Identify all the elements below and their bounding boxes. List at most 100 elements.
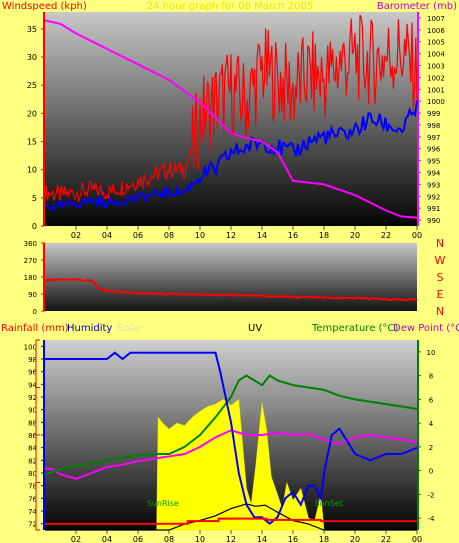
direction-y-tick-label: 180 [24, 274, 37, 282]
wind-gust-line [44, 14, 418, 204]
wind-y-tick-label: 15 [27, 138, 37, 147]
direction-y-tick-label: 90 [28, 291, 37, 299]
solar-area [45, 398, 417, 531]
windspeed-axis-label: Windspeed (kph) [2, 1, 87, 12]
wind-x-tick-label: 14 [257, 231, 267, 240]
compass-label: N [436, 237, 444, 250]
compass-label: W [435, 254, 446, 267]
legend-solar: Solar [117, 323, 143, 334]
compass-label: E [437, 288, 444, 301]
barometer-tick-label: 1005 [427, 39, 445, 47]
temperature-tick-label: 8 [429, 373, 433, 381]
barometer-tick-label: 993 [427, 181, 440, 189]
barometer-tick-label: 1006 [427, 27, 445, 35]
climate-x-tick-label: 20 [350, 535, 360, 543]
wind-y-tick-label: 25 [27, 81, 37, 90]
humidity-tick-label: 88 [28, 419, 37, 427]
direction-y-tick-label: 360 [24, 240, 37, 248]
wind-x-tick-label: 06 [133, 231, 143, 240]
wind-x-tick-label: 08 [164, 231, 174, 240]
legend-humidity: Humidity [67, 323, 112, 334]
climate-x-tick-label: 08 [164, 535, 174, 543]
wind-x-tick-label: 12 [226, 231, 236, 240]
wind-x-tick-label: 10 [195, 231, 205, 240]
barometer-tick-label: 1001 [427, 86, 445, 94]
wind-y-tick-label: 20 [27, 109, 37, 118]
wind-x-tick-label: 00 [412, 231, 422, 240]
humidity-tick-label: 90 [28, 407, 37, 415]
climate-x-tick-label: 14 [257, 535, 267, 543]
humidity-tick-label: 74 [28, 508, 37, 516]
climate-x-tick-label: 04 [102, 535, 112, 543]
barometer-tick-label: 1000 [427, 98, 445, 106]
legend-temperature: Temperature (°C) [311, 323, 398, 334]
humidity-tick-label: 98 [28, 356, 37, 364]
barometer-tick-label: 996 [427, 146, 441, 154]
legend-dew-point: Dew Point (°C) [393, 323, 459, 334]
climate-x-tick-label: 18 [319, 535, 329, 543]
barometer-line [44, 19, 418, 219]
compass-label: S [437, 271, 444, 284]
barometer-tick-label: 994 [427, 170, 441, 178]
humidity-tick-label: 72 [28, 521, 37, 529]
temperature-tick-label: 10 [427, 349, 436, 357]
climate-x-tick-label: 22 [381, 535, 391, 543]
legend-uv: UV [248, 323, 262, 334]
barometer-tick-label: 992 [427, 193, 440, 201]
climate-x-tick-label: 06 [133, 535, 143, 543]
humidity-tick-label: 78 [28, 483, 37, 491]
temperature-tick-label: -2 [428, 491, 435, 499]
wind-average-line [44, 100, 418, 211]
direction-y-tick-label: 0 [33, 308, 37, 316]
climate-x-tick-label: 10 [195, 535, 205, 543]
compass-label: N [436, 305, 444, 318]
climate-x-tick-label: 12 [226, 535, 236, 543]
chart-title: 24 hour graph for 06 March 2005 [147, 1, 313, 12]
humidity-tick-label: 82 [28, 457, 37, 465]
humidity-tick-label: 94 [28, 381, 37, 389]
legend-rainfall: Rainfall (mm) [1, 323, 69, 334]
humidity-tick-label: 96 [28, 369, 37, 377]
barometer-tick-label: 1007 [427, 15, 445, 23]
wind-x-tick-label: 02 [71, 231, 81, 240]
barometer-tick-label: 999 [427, 110, 440, 118]
humidity-tick-label: 100 [24, 343, 37, 351]
wind-y-tick-label: 0 [32, 222, 37, 231]
barometer-tick-label: 1003 [427, 63, 445, 71]
humidity-tick-label: 86 [28, 432, 37, 440]
wind-x-tick-label: 04 [102, 231, 112, 240]
climate-x-tick-label: 00 [412, 535, 422, 543]
dew-point-line [44, 429, 418, 480]
temperature-tick-label: 4 [429, 420, 434, 428]
barometer-tick-label: 1004 [427, 51, 445, 59]
rainfall-line [45, 517, 417, 525]
sunrise-label: SunRise [147, 499, 179, 508]
temperature-tick-label: 2 [429, 444, 433, 452]
wind-direction-line [44, 278, 418, 302]
humidity-tick-label: 80 [28, 470, 37, 478]
sunset-label: SunSet [314, 499, 342, 508]
barometer-tick-label: 1002 [427, 74, 445, 82]
climate-x-tick-label: 16 [288, 535, 298, 543]
barometer-axis-label: Barometer (mb) [377, 1, 457, 12]
humidity-tick-label: 92 [28, 394, 37, 402]
wind-y-tick-label: 35 [27, 25, 37, 34]
wind-panel-background [45, 12, 417, 226]
wind-y-tick-label: 30 [27, 53, 37, 62]
direction-y-tick-label: 270 [24, 257, 37, 265]
barometer-tick-label: 990 [427, 217, 440, 225]
barometer-tick-label: 991 [427, 205, 440, 213]
wind-x-tick-label: 22 [381, 231, 391, 240]
humidity-line [45, 351, 418, 525]
temperature-line [44, 374, 418, 476]
wind-x-tick-label: 20 [350, 231, 360, 240]
barometer-tick-label: 995 [427, 158, 440, 166]
climate-x-tick-label: 02 [71, 535, 81, 543]
temperature-tick-label: 0 [429, 468, 433, 476]
temperature-tick-label: 6 [429, 396, 434, 404]
wind-y-tick-label: 10 [27, 166, 37, 175]
direction-panel-background [45, 243, 417, 311]
barometer-tick-label: 997 [427, 134, 440, 142]
wind-y-tick-label: 5 [32, 194, 37, 203]
